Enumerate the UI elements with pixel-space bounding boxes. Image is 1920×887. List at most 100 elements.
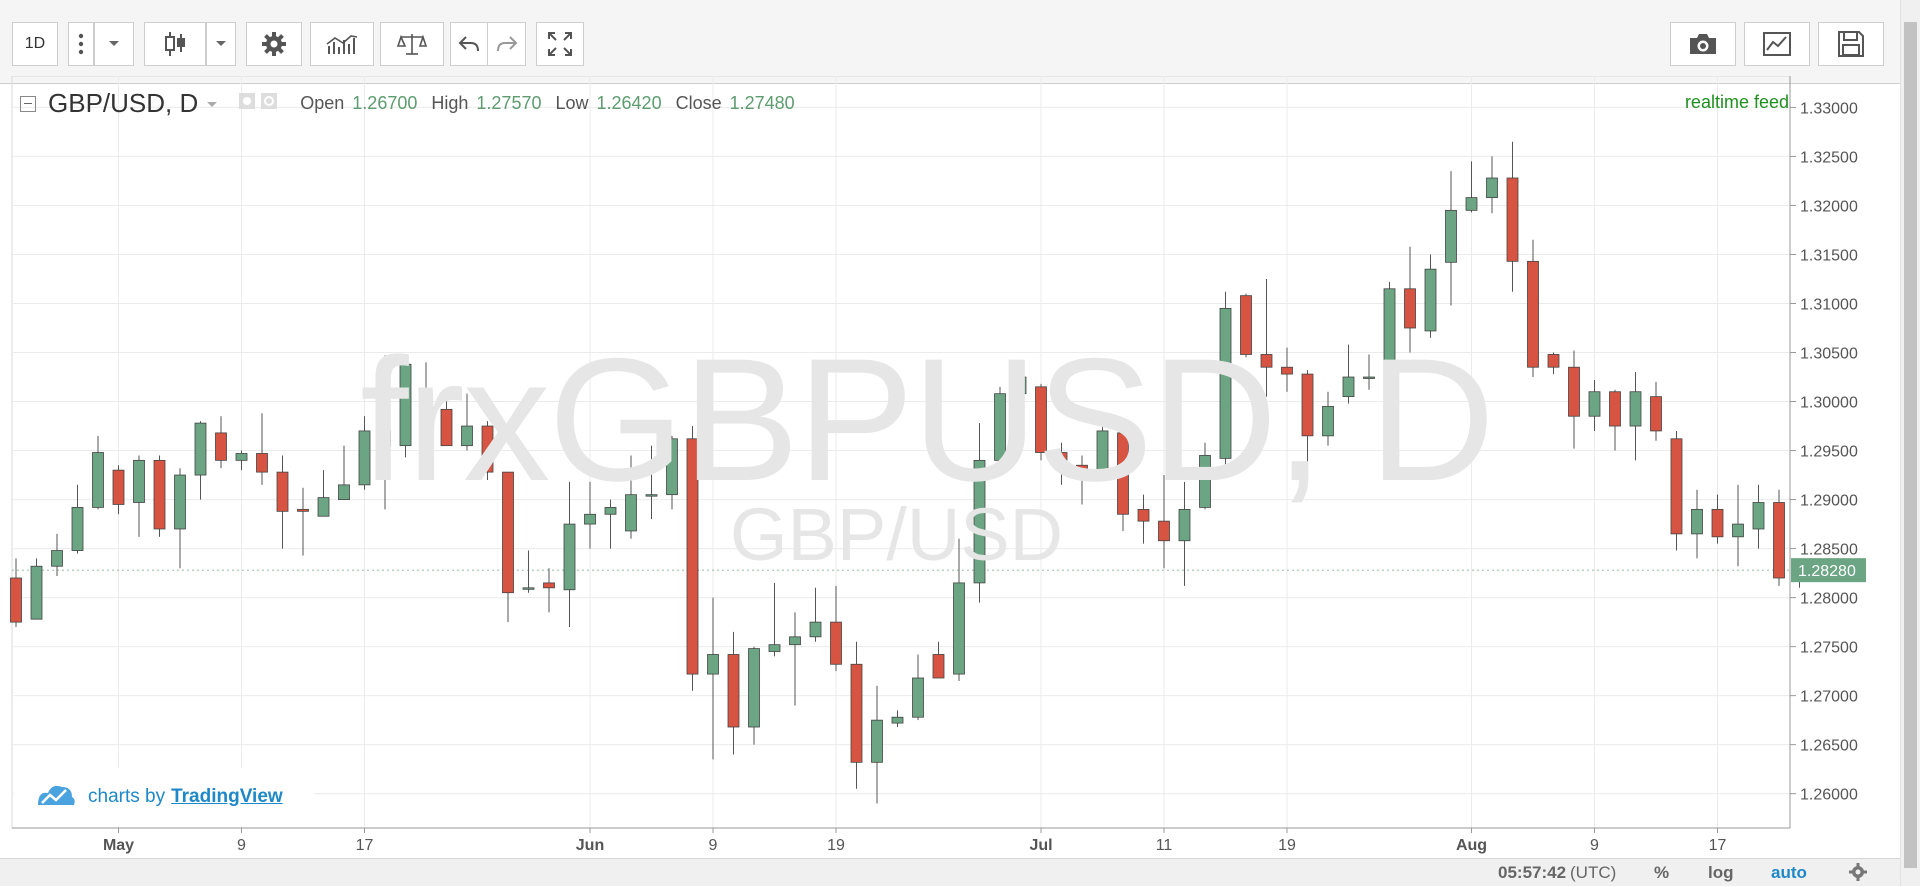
candle-body (215, 432, 227, 461)
fullscreen-icon[interactable] (536, 22, 584, 66)
symbol-watermark: frxGBPUSD, D (360, 323, 1495, 518)
indicators-icon[interactable] (310, 22, 374, 66)
compare-icon[interactable] (380, 22, 444, 66)
save-icon[interactable] (1818, 22, 1884, 66)
candle (440, 391, 453, 447)
candle-body (666, 438, 678, 496)
candle-body (1117, 432, 1129, 515)
candle (1486, 156, 1498, 214)
tradingview-link[interactable]: TradingView (171, 786, 283, 807)
candle-body (297, 508, 309, 512)
candle-body (768, 644, 781, 652)
candle-body (1342, 376, 1355, 398)
legend-low-label: Low (555, 93, 589, 113)
candle (399, 357, 412, 458)
legend-open-value: 1.26700 (352, 93, 418, 113)
candle-body (625, 494, 637, 532)
candle-body (1650, 396, 1662, 432)
gear-icon[interactable] (246, 22, 302, 66)
legend-close-label: Close (675, 93, 722, 113)
clock-time: 05:57:42 (1498, 863, 1567, 882)
candle (297, 487, 309, 556)
candle-body (440, 408, 453, 447)
candle (789, 612, 801, 706)
clock-timezone: (UTC) (1570, 863, 1617, 882)
log-scale-button[interactable]: log (1708, 863, 1734, 882)
candle (563, 481, 576, 628)
candle-body (809, 621, 822, 638)
symbol-watermark-sub: GBP/USD (730, 493, 1064, 576)
last-price-badge (1791, 558, 1866, 583)
candle (891, 710, 904, 728)
y-tick-label: 1.29500 (1800, 444, 1858, 461)
price-chart[interactable]: 1.26000 1.26500 1.27000 1.27500 1.28000 1.285… (0, 76, 1900, 858)
chevron-down-icon[interactable] (206, 93, 218, 114)
candle-body (276, 471, 289, 512)
candle (10, 558, 22, 628)
candle (686, 426, 699, 691)
y-tick-label: 1.26500 (1800, 738, 1858, 755)
percent-scale-button[interactable]: % (1654, 863, 1670, 882)
candle-body (420, 391, 432, 410)
candle (1568, 350, 1580, 449)
candle (92, 435, 104, 510)
gear-icon[interactable] (260, 92, 278, 115)
y-tick-label: 1.29000 (1800, 493, 1858, 510)
candle-body (71, 507, 84, 551)
x-tick-label: 9 (237, 837, 246, 854)
candle (215, 416, 227, 469)
auto-scale-button[interactable]: auto (1771, 863, 1807, 882)
candle-body (748, 648, 760, 728)
page-scrollbar[interactable] (1900, 0, 1920, 886)
candle (1609, 389, 1621, 451)
candle (1691, 489, 1703, 559)
x-tick-label: Aug (1456, 837, 1487, 854)
undo-icon[interactable] (450, 22, 488, 66)
candle (256, 413, 268, 485)
candle-body (194, 422, 207, 476)
gear-icon[interactable] (1848, 862, 1868, 887)
candle-body (1609, 391, 1621, 427)
eye-icon[interactable] (238, 92, 256, 115)
time-axis: May 9 17 Jun 9 19 Jul 11 19 Aug 9 17 (12, 827, 1790, 854)
x-tick-label: Jun (576, 837, 604, 854)
candle-body (891, 716, 904, 724)
candle-body (92, 452, 104, 508)
candle-body (1260, 354, 1273, 368)
candle-body (174, 474, 186, 530)
camera-icon[interactable] (1670, 22, 1736, 66)
candle-body (1301, 373, 1314, 437)
candle (1773, 489, 1785, 586)
candle-body (1322, 406, 1334, 437)
candles (10, 141, 1806, 804)
y-tick-label: 1.33000 (1800, 100, 1858, 117)
scrollbar-thumb[interactable] (1904, 22, 1917, 868)
candle (461, 393, 473, 451)
chevron-down-icon[interactable] (94, 22, 134, 66)
candle-body (1588, 391, 1601, 417)
candle-body (112, 469, 125, 505)
more-vertical-icon[interactable] (68, 22, 94, 66)
candle (1670, 430, 1683, 551)
candle (235, 450, 248, 471)
candle (522, 550, 535, 593)
candle-body (1629, 391, 1642, 427)
candle (51, 533, 63, 577)
legend-symbol[interactable]: GBP/USD, D (48, 88, 199, 118)
candle-body (1281, 366, 1293, 375)
chevron-down-icon[interactable] (206, 22, 236, 66)
candle (358, 416, 371, 490)
chart-window-icon[interactable] (1744, 22, 1810, 66)
candle-body (1137, 508, 1150, 522)
candle-body (830, 621, 842, 665)
candle-body (686, 438, 699, 675)
candle (543, 568, 555, 613)
collapse-legend-icon[interactable] (20, 95, 36, 112)
top-toolbar: 1D (0, 0, 1920, 84)
candle-body (1199, 455, 1211, 508)
candle-body (338, 484, 350, 500)
redo-icon[interactable] (488, 22, 526, 66)
candlestick-icon[interactable] (144, 22, 206, 66)
tradingview-logo-icon (36, 781, 76, 813)
interval-button[interactable]: 1D (12, 22, 58, 66)
